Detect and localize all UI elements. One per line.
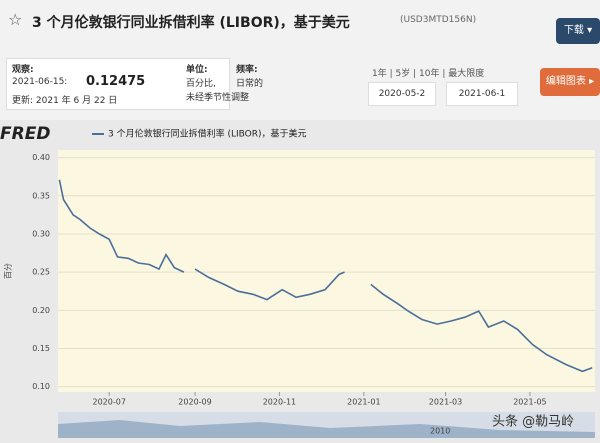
range-link[interactable]: 最大限度 <box>448 69 485 79</box>
y-tick-label: 0.25 <box>32 268 50 277</box>
series-id: (USD3MTD156N) <box>400 15 477 25</box>
units: 百分比, <box>186 79 216 89</box>
fred-logo: FRED <box>0 124 50 144</box>
y-tick-label: 0.40 <box>32 153 50 162</box>
range-link[interactable]: 5岁 <box>395 69 411 79</box>
updated: 更新: 2021 年 6 月 22 日 <box>12 96 118 106</box>
y-tick-label: 0.35 <box>32 191 50 200</box>
y-tick-label: 0.20 <box>32 306 50 315</box>
x-tick-label: 2020-11 <box>263 398 296 407</box>
x-tick-label: 2020-09 <box>178 398 211 407</box>
navigator-area <box>58 420 595 438</box>
title: 3 个月伦敦银行同业拆借利率 (LIBOR)，基于美元 <box>32 15 350 31</box>
units-label: 单位: <box>186 65 208 75</box>
navigator-label: 2010 <box>430 427 450 436</box>
observation-value: 0.12475 <box>86 74 146 89</box>
star-icon[interactable]: ☆ <box>8 10 23 29</box>
edit-graph-button[interactable]: 编辑图表 ▸ <box>540 68 600 96</box>
plot-background <box>58 150 595 392</box>
observation-date: 2021-06-15: <box>12 77 68 87</box>
range-link[interactable]: 10年 <box>419 69 440 79</box>
edit-graph-text: 编辑图表 <box>545 76 586 87</box>
observation-box <box>6 58 230 110</box>
chart: FRED 3 个月伦敦银行同业拆借利率 (LIBOR)，基于美元 百分 0.10… <box>0 120 600 443</box>
line-series <box>58 179 593 373</box>
download-button[interactable]: 下载 ▾ <box>556 18 600 44</box>
end-date-input[interactable]: 2021-06-1 <box>446 82 518 106</box>
x-tick-label: 2021-03 <box>429 398 462 407</box>
legend-label: 3 个月伦敦银行同业拆借利率 (LIBOR)，基于美元 <box>108 128 307 140</box>
x-tick-label: 2020-07 <box>92 398 125 407</box>
start-date-input[interactable]: 2020-05-2 <box>368 82 436 106</box>
y-tick-label: 0.10 <box>32 382 50 391</box>
download-text: 下载 <box>563 25 584 36</box>
watermark: 头条 @勒马岭 <box>492 414 574 430</box>
frequency-label: 频率: <box>236 65 258 75</box>
frequency: 日常的 <box>236 79 264 89</box>
y-tick-label: 0.30 <box>32 229 50 238</box>
range-links: 1年 | 5岁 | 10年 | 最大限度 <box>372 69 485 79</box>
range-link[interactable]: 1年 <box>372 69 387 79</box>
x-tick-label: 2021-05 <box>513 398 546 407</box>
units: 未经季节性调整 <box>186 93 250 103</box>
y-tick-label: 0.15 <box>32 344 50 353</box>
y-axis-label: 百分 <box>4 263 13 279</box>
x-tick-label: 2021-01 <box>347 398 380 407</box>
observation-label: 观察: <box>12 65 34 75</box>
